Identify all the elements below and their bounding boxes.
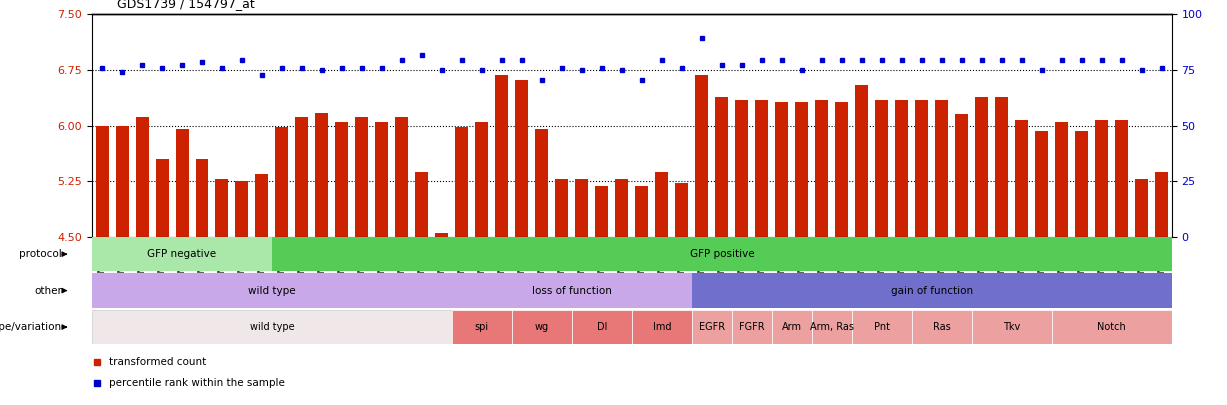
Bar	[616, 179, 628, 237]
Text: Dl: Dl	[596, 322, 607, 332]
Text: Arm: Arm	[782, 322, 802, 332]
Text: percentile rank within the sample: percentile rank within the sample	[109, 378, 285, 388]
Bar	[175, 129, 189, 237]
Bar	[735, 100, 748, 237]
Bar	[315, 113, 329, 237]
Bar	[912, 310, 972, 344]
Bar	[236, 181, 249, 237]
Bar	[816, 100, 828, 237]
Bar	[995, 97, 1009, 237]
Bar	[756, 100, 768, 237]
Bar	[452, 273, 692, 308]
Bar	[375, 122, 389, 237]
Bar	[795, 102, 809, 237]
Text: Notch: Notch	[1097, 322, 1126, 332]
Bar	[135, 117, 148, 237]
Bar	[512, 310, 572, 344]
Bar	[692, 310, 731, 344]
Bar	[515, 79, 529, 237]
Text: transformed count: transformed count	[109, 358, 206, 367]
Text: protocol: protocol	[20, 249, 61, 259]
Bar	[935, 100, 948, 237]
Text: EGFR: EGFR	[699, 322, 725, 332]
Bar	[972, 310, 1052, 344]
Bar	[272, 237, 1172, 271]
Bar	[395, 117, 409, 237]
Bar	[1115, 119, 1129, 237]
Bar	[1052, 310, 1172, 344]
Bar	[296, 117, 308, 237]
Text: Tkv: Tkv	[1004, 322, 1021, 332]
Bar	[96, 126, 108, 237]
Bar	[836, 102, 848, 237]
Text: spi: spi	[475, 322, 490, 332]
Bar	[595, 186, 609, 237]
Bar	[675, 183, 688, 237]
Bar	[915, 100, 929, 237]
Text: GDS1739 / 154797_at: GDS1739 / 154797_at	[117, 0, 254, 10]
Bar	[715, 97, 729, 237]
Bar	[875, 100, 888, 237]
Text: gain of function: gain of function	[891, 286, 973, 296]
Bar	[496, 75, 508, 237]
Bar	[655, 172, 669, 237]
Bar	[775, 102, 789, 237]
Bar	[475, 122, 488, 237]
Bar	[975, 97, 988, 237]
Text: GFP positive: GFP positive	[690, 249, 755, 259]
Bar	[852, 310, 912, 344]
Bar	[216, 179, 228, 237]
Bar	[1075, 132, 1088, 237]
Bar	[1036, 132, 1048, 237]
Bar	[1156, 172, 1168, 237]
Bar	[556, 179, 568, 237]
Text: genotype/variation: genotype/variation	[0, 322, 61, 332]
Bar	[276, 127, 288, 237]
Text: loss of function: loss of function	[533, 286, 612, 296]
Text: other: other	[34, 286, 61, 296]
Text: wild type: wild type	[249, 322, 294, 332]
Bar	[195, 159, 209, 237]
Text: wg: wg	[535, 322, 548, 332]
Bar	[255, 174, 269, 237]
Bar	[335, 122, 348, 237]
Bar	[855, 85, 869, 237]
Bar	[356, 117, 368, 237]
Text: Arm, Ras: Arm, Ras	[810, 322, 854, 332]
Bar	[632, 310, 692, 344]
Bar	[1096, 119, 1108, 237]
Bar	[636, 186, 648, 237]
Text: Imd: Imd	[653, 322, 671, 332]
Bar	[535, 129, 548, 237]
Bar	[731, 310, 772, 344]
Bar	[572, 310, 632, 344]
Bar	[812, 310, 852, 344]
Text: Ras: Ras	[933, 322, 951, 332]
Bar	[772, 310, 812, 344]
Bar	[956, 115, 968, 237]
Bar	[156, 159, 168, 237]
Bar	[696, 75, 708, 237]
Bar	[92, 237, 272, 271]
Text: FGFR: FGFR	[739, 322, 764, 332]
Bar	[1055, 122, 1069, 237]
Bar	[92, 310, 452, 344]
Bar	[115, 126, 129, 237]
Bar	[1135, 179, 1148, 237]
Text: GFP negative: GFP negative	[147, 249, 217, 259]
Bar	[455, 127, 469, 237]
Bar	[896, 100, 908, 237]
Bar	[692, 273, 1172, 308]
Bar	[416, 172, 428, 237]
Text: wild type: wild type	[248, 286, 296, 296]
Bar	[92, 273, 452, 308]
Bar	[1015, 119, 1028, 237]
Bar	[436, 233, 448, 237]
Bar	[452, 310, 512, 344]
Text: Pnt: Pnt	[874, 322, 890, 332]
Bar	[575, 179, 589, 237]
